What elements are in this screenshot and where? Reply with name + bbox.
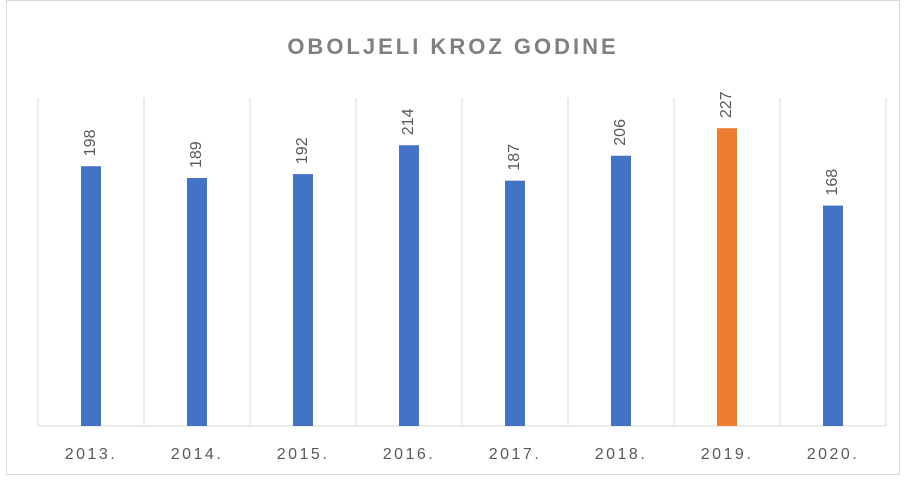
x-tick-label: 2019. xyxy=(701,446,754,463)
bar xyxy=(81,166,101,426)
data-label: 214 xyxy=(400,108,417,135)
data-label: 168 xyxy=(824,169,841,196)
data-label: 187 xyxy=(506,144,523,171)
bar xyxy=(611,155,631,426)
data-label: 189 xyxy=(188,141,205,168)
x-tick-label: 2017. xyxy=(489,446,542,463)
bar xyxy=(187,178,207,426)
chart-title: OBOLJELI KROZ GODINE xyxy=(287,34,618,59)
x-tick-label: 2020. xyxy=(807,446,860,463)
x-tick-label: 2018. xyxy=(595,446,648,463)
bar xyxy=(823,205,843,426)
x-tick-label: 2014. xyxy=(171,446,224,463)
data-label: 206 xyxy=(612,119,629,146)
bar xyxy=(399,145,419,426)
data-label: 198 xyxy=(82,129,99,156)
x-tick-label: 2016. xyxy=(383,446,436,463)
data-label: 227 xyxy=(718,91,735,118)
bar xyxy=(293,174,313,426)
x-tick-label: 2015. xyxy=(277,446,330,463)
x-tick-label: 2013. xyxy=(65,446,118,463)
chart-border xyxy=(6,0,900,475)
data-label: 192 xyxy=(294,137,311,164)
bar xyxy=(717,128,737,426)
bar xyxy=(505,180,525,426)
